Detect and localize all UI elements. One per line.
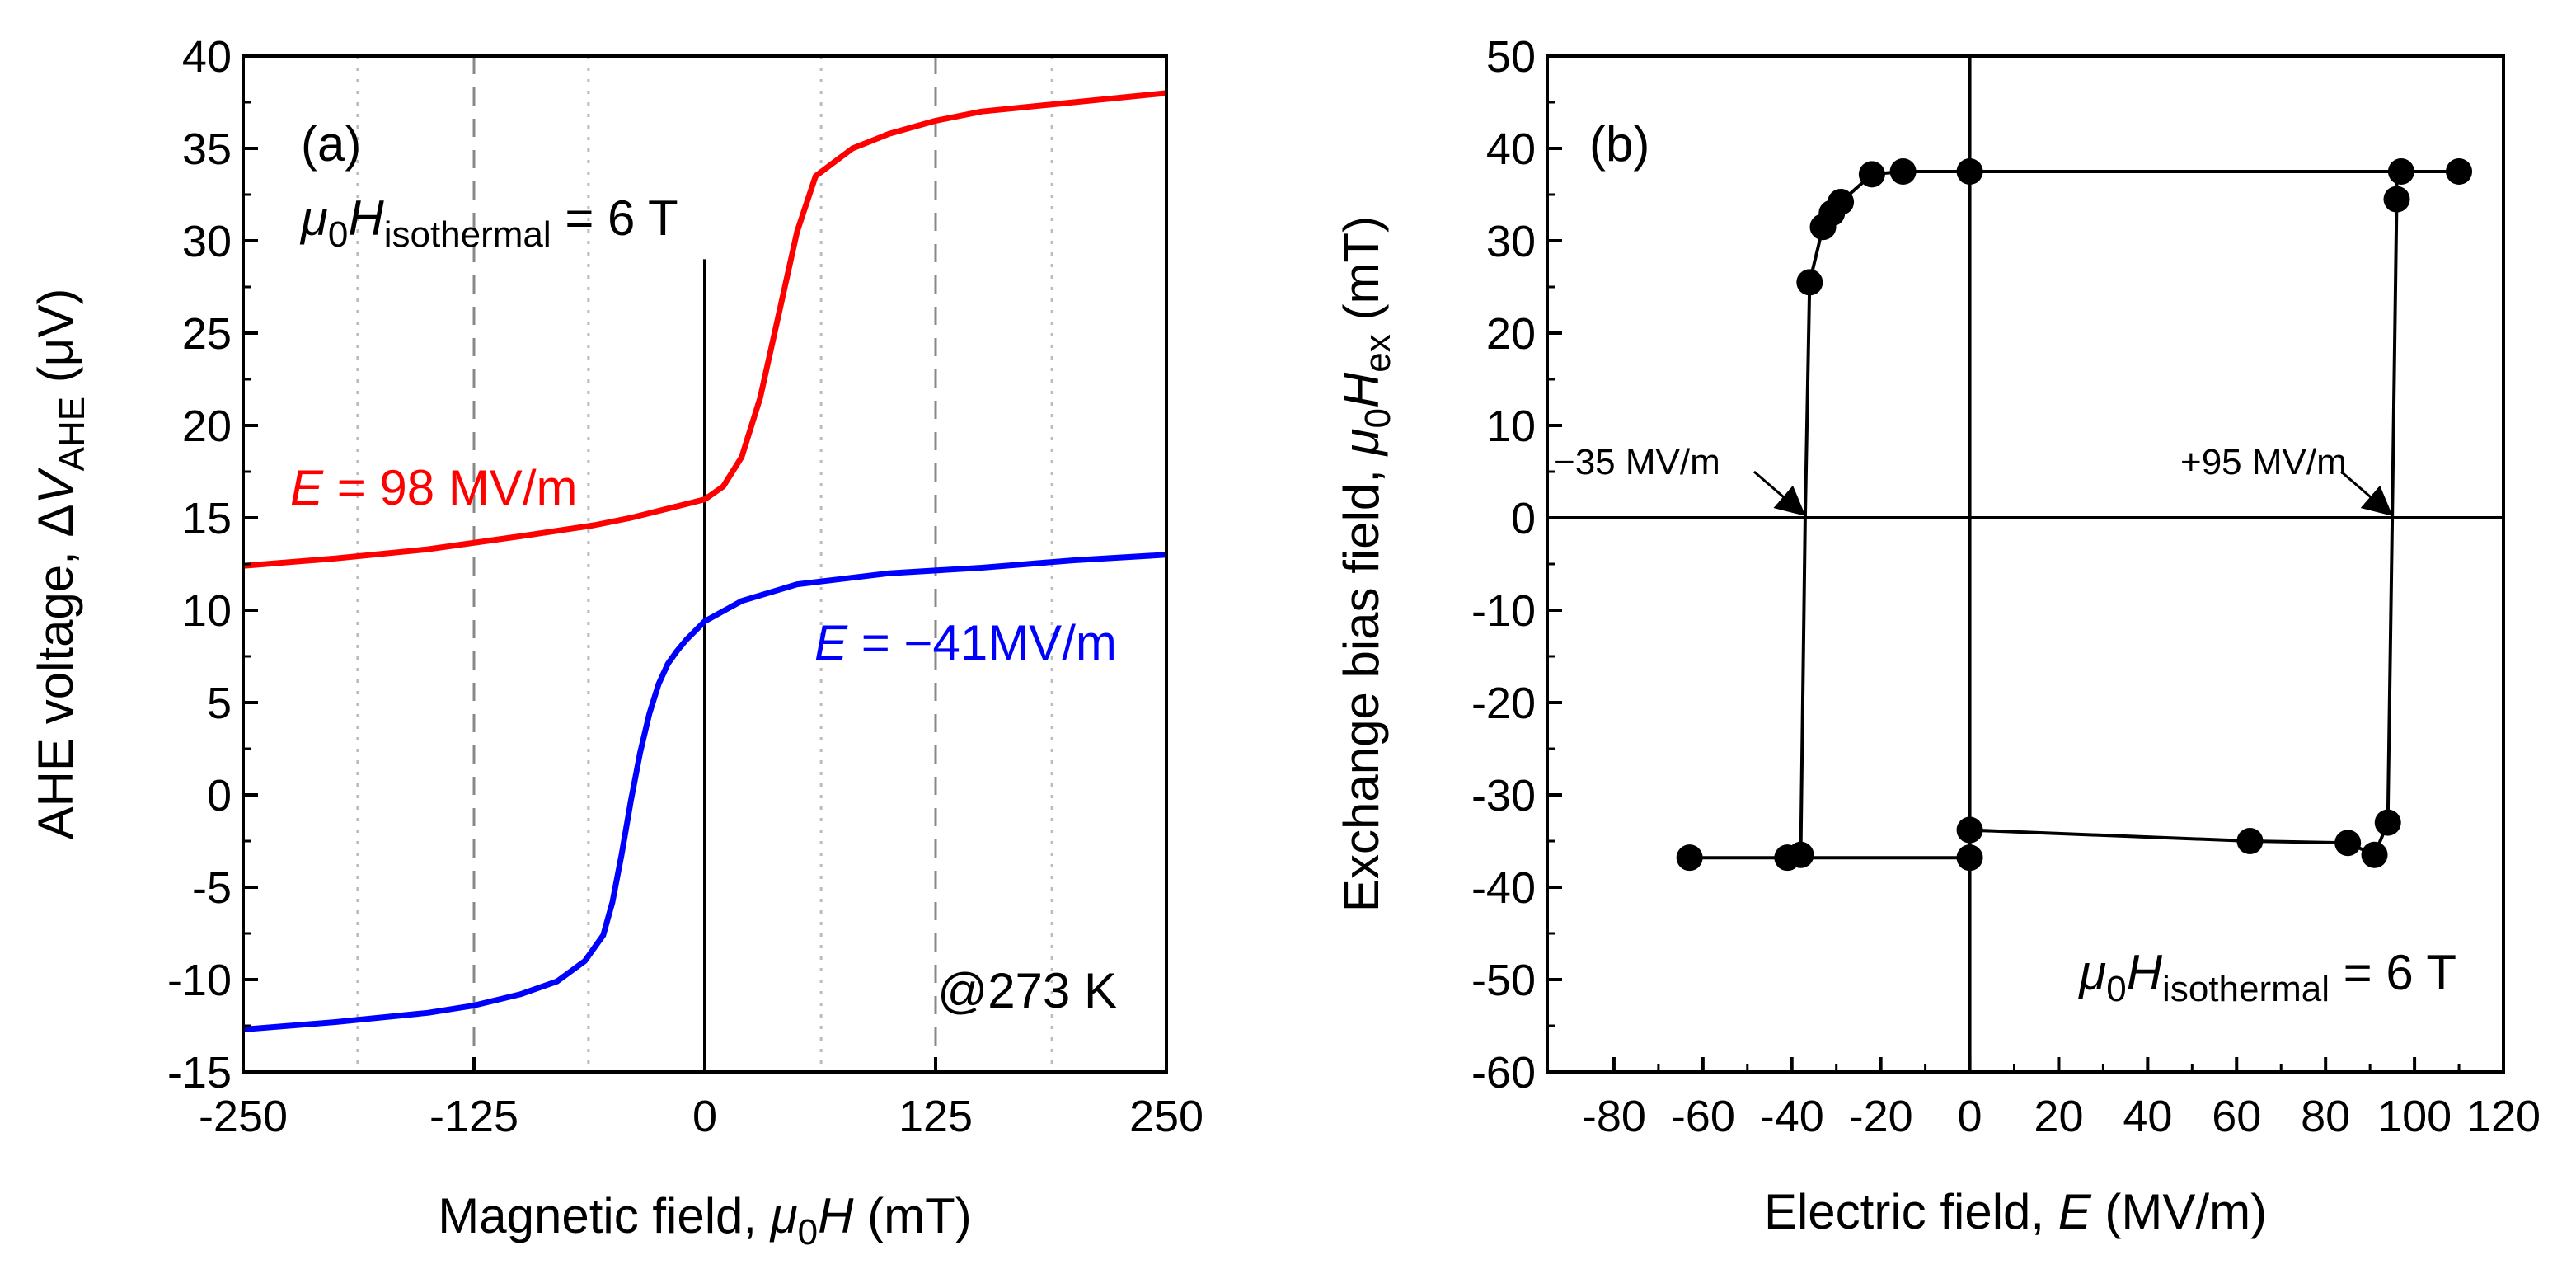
y-tick-label: -50 [1471, 956, 1536, 1005]
panel-b-zero-axes [1547, 56, 2503, 1072]
panel-a-series [243, 90, 1166, 1032]
data-point [1787, 841, 1814, 868]
x-tick-label: 80 [2301, 1092, 2350, 1141]
panel-a: -250 -125 0 125 250-15-10-50510152025303540 … [28, 32, 1204, 1253]
negative-switch-arrow [1753, 470, 1806, 516]
y-tick-label: 20 [182, 402, 232, 451]
panel-b-x-axis-title: Electric field, E (MV/m) [1764, 1184, 2267, 1239]
panel-a-label: (a) [301, 116, 361, 172]
y-tick-label: 35 [182, 125, 232, 174]
y-tick-label: 10 [182, 586, 232, 636]
panel-b-isothermal-field-label: μ0Hisothermal = 6 T [2077, 945, 2456, 1009]
panel-b-switching-arrows [1753, 470, 2393, 516]
y-tick-label: -40 [1471, 863, 1536, 913]
y-tick-label: 30 [1486, 217, 1536, 266]
data-point [2383, 186, 2410, 213]
y-tick-label: 40 [182, 32, 232, 82]
panel-a-isothermal-field-label: μ0Hisothermal = 6 T [299, 190, 678, 255]
x-tick-label: 100 [2377, 1092, 2452, 1141]
panel-a-y-axis-title: AHE voltage, ΔVAHE (μV) [28, 289, 92, 840]
panel-a-ticks: -250 -125 0 125 250 -15 -10 -5 0 5 10 15 20 25 30 35 40 [167, 32, 1204, 1141]
x-tick-label: 40 [2123, 1092, 2172, 1141]
data-point [1676, 844, 1703, 872]
y-tick-label: 50 [1486, 32, 1536, 82]
panel-a-reference-lines [356, 56, 1053, 1072]
negative-switching-field-label: −35 MV/m [1554, 442, 1720, 482]
x-tick-label: 125 [899, 1092, 973, 1141]
data-point [2446, 158, 2473, 185]
x-tick-label: -250 [199, 1092, 288, 1141]
panel-b-label: (b) [1589, 116, 1649, 172]
positive-switch-arrow [2340, 470, 2393, 516]
x-tick-label: 60 [2212, 1092, 2261, 1141]
series-line-negative-field [243, 552, 1166, 1032]
y-tick-label: 20 [1486, 309, 1536, 359]
y-tick-label: -20 [1471, 679, 1536, 728]
y-tick-label: -60 [1471, 1048, 1536, 1097]
x-tick-label: -125 [429, 1092, 518, 1141]
y-tick-label: 10 [1486, 402, 1536, 451]
panel-b-frame [1546, 54, 2505, 1074]
panel-a-x-axis-title: Magnetic field, μ0H (mT) [438, 1188, 972, 1253]
x-tick-label: 0 [692, 1092, 717, 1141]
y-tick-label: -15 [167, 1048, 232, 1097]
x-tick-label: 250 [1129, 1092, 1204, 1141]
series-label-negative-field: E = −41MV/m [814, 615, 1117, 670]
x-tick-label: -60 [1671, 1092, 1735, 1141]
x-tick-label: -40 [1760, 1092, 1824, 1141]
panel-b-data-points [1676, 158, 2473, 872]
x-tick-label: -20 [1849, 1092, 1913, 1141]
y-tick-label: 0 [207, 771, 232, 820]
data-point [2334, 830, 2362, 857]
data-point [1956, 844, 1983, 872]
panel-b-ticks: -80 -60 -40 -20 0 20 40 60 80 100 120-60-50-40-30-… [1471, 32, 2541, 1141]
positive-switching-field-label: +95 MV/m [2180, 442, 2347, 482]
x-tick-label: 0 [1958, 1092, 1982, 1141]
data-point [2387, 158, 2414, 185]
y-tick-label: -5 [192, 863, 232, 913]
panel-b: -80 -60 -40 -20 0 20 40 60 80 100 120-60-50-40-30-… [1334, 32, 2541, 1239]
series-line-positive-field [243, 90, 1166, 569]
data-point [2236, 828, 2264, 854]
data-point [1956, 816, 1983, 844]
data-point [1889, 158, 1917, 185]
y-tick-label: 15 [182, 494, 232, 543]
x-tick-label: -80 [1582, 1092, 1646, 1141]
series-label-positive-field: E = 98 MV/m [290, 460, 577, 515]
data-point [2374, 809, 2401, 836]
x-tick-label: 20 [2034, 1092, 2083, 1141]
panel-b-y-axis-title: Exchange bias field, μ0Hex (mT) [1334, 216, 1398, 912]
y-tick-label: -10 [1471, 586, 1536, 636]
y-tick-label: 0 [1511, 494, 1536, 543]
y-tick-label: 5 [207, 679, 232, 728]
y-tick-label: 40 [1486, 125, 1536, 174]
y-tick-label: 25 [182, 309, 232, 359]
y-tick-label: 30 [182, 217, 232, 266]
y-tick-label: -30 [1471, 771, 1536, 820]
x-tick-label: 120 [2466, 1092, 2541, 1141]
data-point [2361, 841, 2388, 868]
temperature-label: @273 K [937, 963, 1117, 1018]
data-point [1828, 188, 1855, 215]
data-point [1796, 269, 1823, 296]
y-tick-label: -10 [167, 956, 232, 1005]
data-point [1956, 158, 1983, 185]
data-point [1858, 161, 1885, 188]
